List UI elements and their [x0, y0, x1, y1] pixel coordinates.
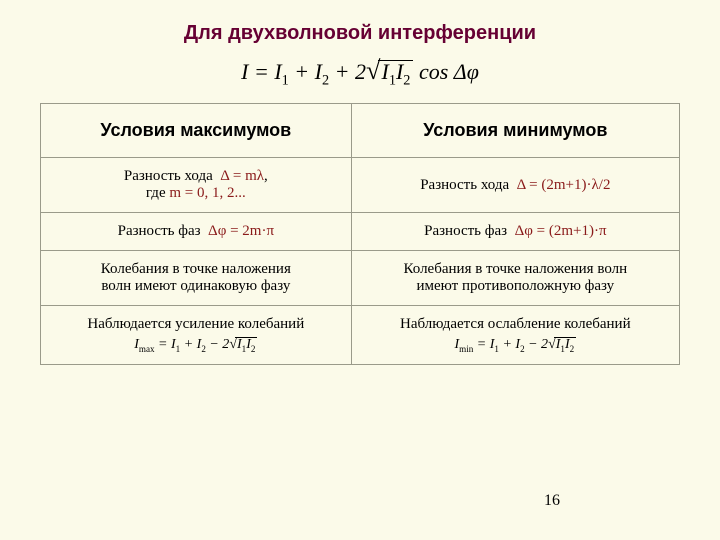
cell-max: Наблюдается усиление колебанийImax = I1 … [41, 306, 352, 365]
page-title: Для двухволновой интерференции [0, 0, 720, 55]
cell-min: Разность фаз Δφ = (2m+1)·π [351, 213, 679, 251]
header-min: Условия минимумов [351, 104, 679, 158]
header-max: Условия максимумов [41, 104, 352, 158]
cell-min: Наблюдается ослабление колебанийImin = I… [351, 306, 679, 365]
table-row: Наблюдается усиление колебанийImax = I1 … [41, 306, 680, 365]
table-row: Разность фаз Δφ = 2m·π Разность фаз Δφ =… [41, 213, 680, 251]
main-formula: I = I1 + I2 + 2√I1I2 cos Δφ [0, 55, 720, 103]
table-header-row: Условия максимумов Условия минимумов [41, 104, 680, 158]
cell-max: Разность фаз Δφ = 2m·π [41, 213, 352, 251]
conditions-table: Условия максимумов Условия минимумов Раз… [40, 103, 680, 365]
cell-min: Колебания в точке наложения волнимеют пр… [351, 251, 679, 306]
table-row: Колебания в точке наложенияволн имеют од… [41, 251, 680, 306]
cell-min: Разность хода Δ = (2m+1)·λ/2 [351, 158, 679, 213]
cell-max: Разность хода Δ = mλ,где m = 0, 1, 2... [41, 158, 352, 213]
cell-max: Колебания в точке наложенияволн имеют од… [41, 251, 352, 306]
table-row: Разность хода Δ = mλ,где m = 0, 1, 2... … [41, 158, 680, 213]
page-number: 16 [544, 492, 560, 510]
